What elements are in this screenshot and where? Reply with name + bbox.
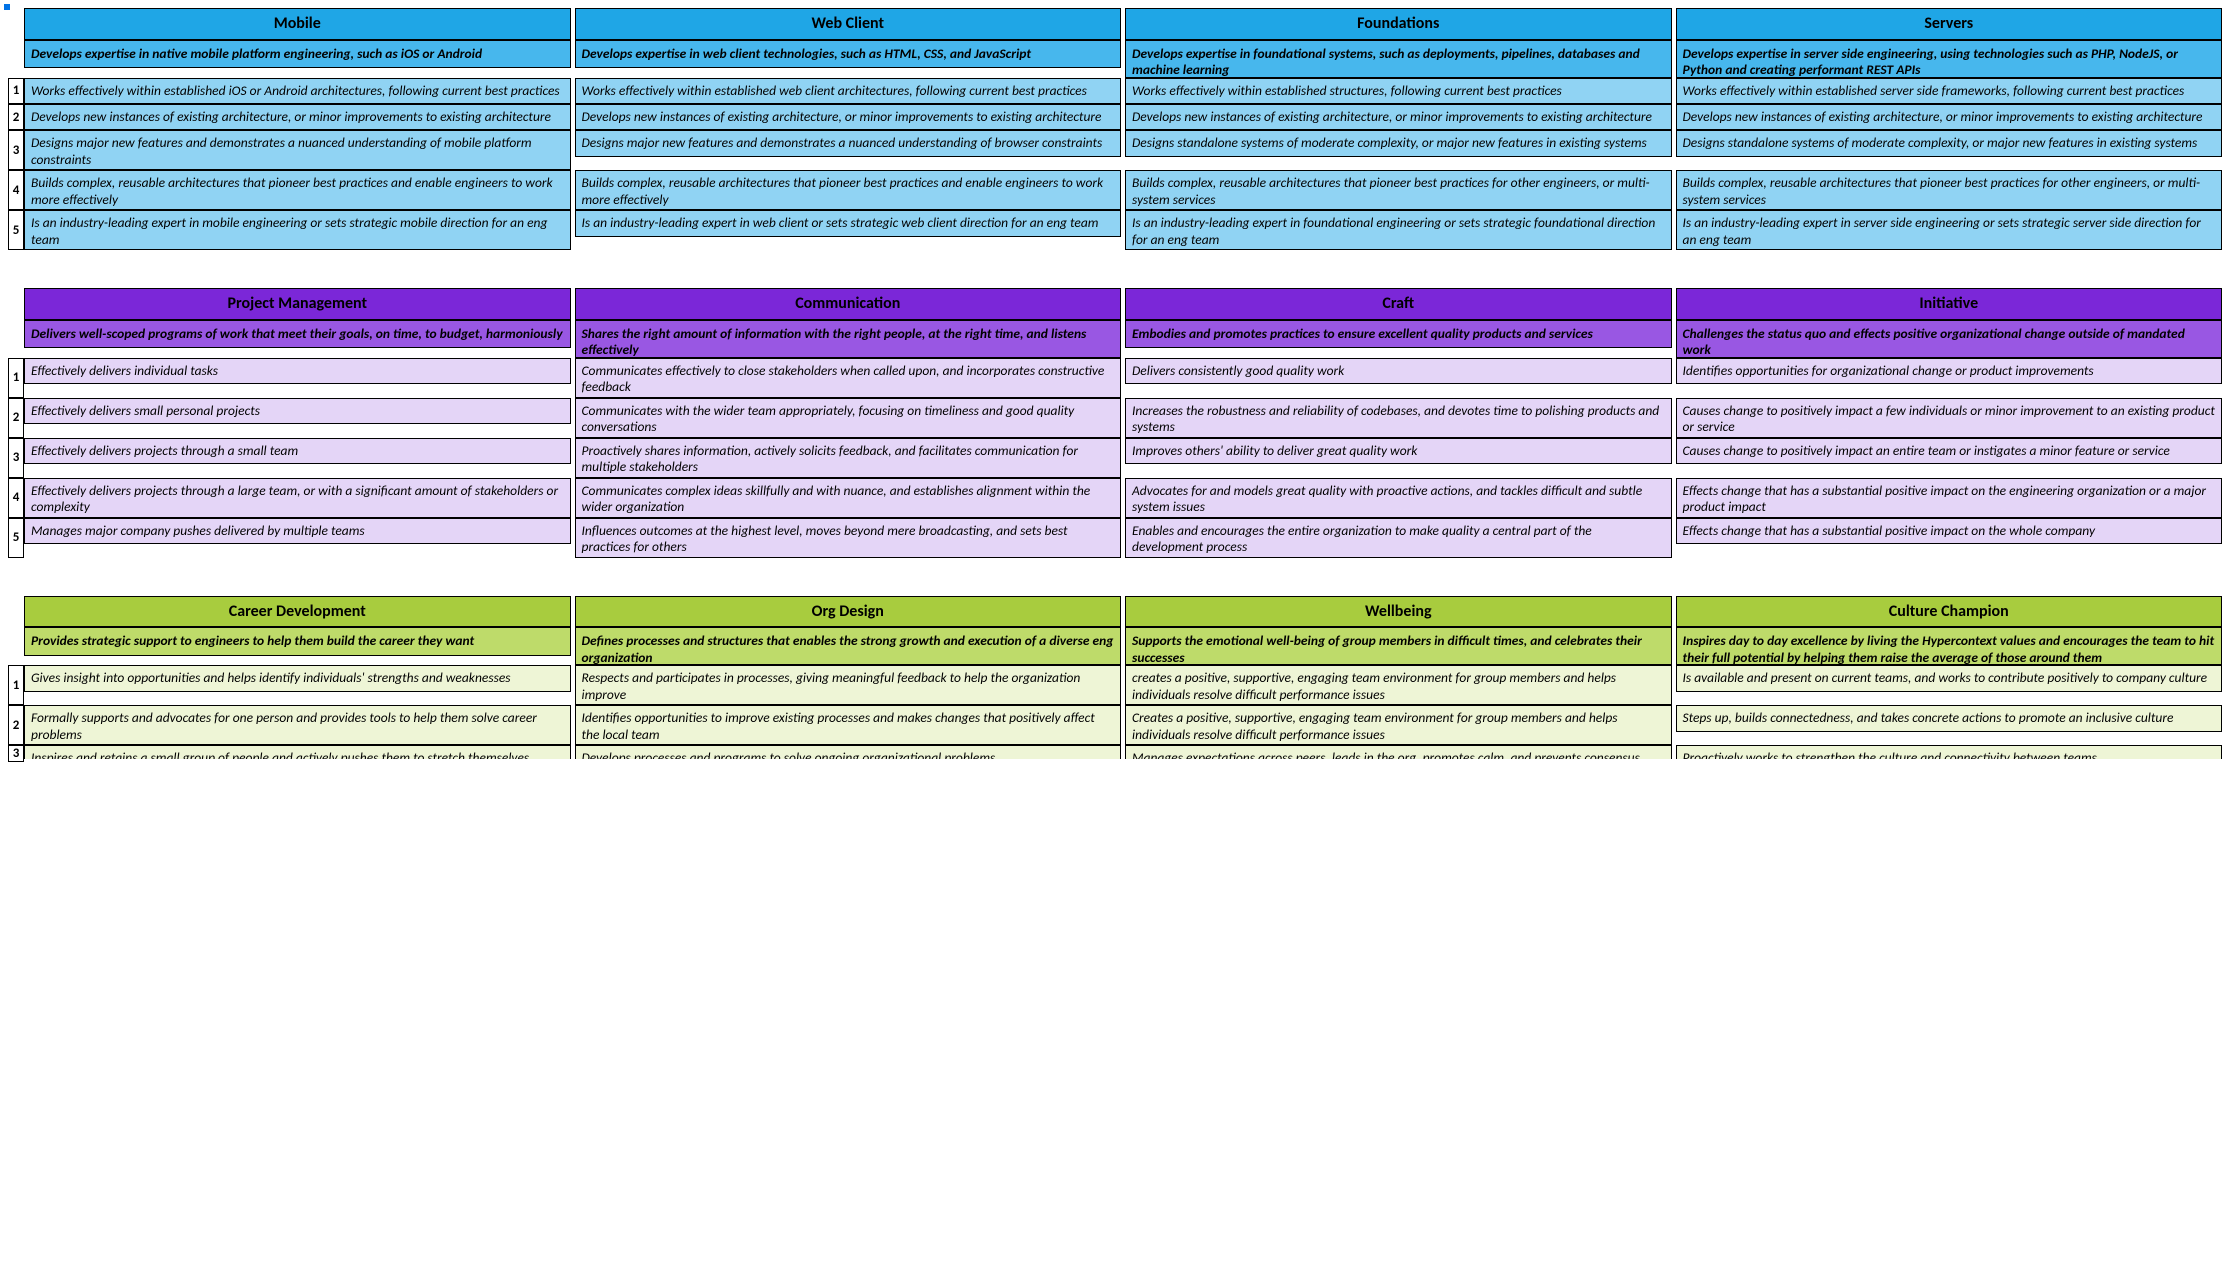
row-label-5: 5 — [8, 210, 24, 250]
track-header-tech-1: Web Client — [575, 8, 1122, 40]
track-desc-execution-0: Delivers well-scoped programs of work th… — [24, 320, 571, 348]
level-cell-execution-0-5: Manages major company pushes delivered b… — [24, 518, 571, 544]
level-cell-execution-1-4: Communicates complex ideas skillfully an… — [575, 478, 1122, 518]
level-cell-execution-0-1: Effectively delivers individual tasks — [24, 358, 571, 384]
track-desc-execution-1: Shares the right amount of information w… — [575, 320, 1122, 358]
track-desc-people-2: Supports the emotional well-being of gro… — [1125, 627, 1672, 665]
level-cell-people-3-1: Is available and present on current team… — [1676, 665, 2223, 691]
track-desc-people-3: Inspires day to day excellence by living… — [1676, 627, 2223, 665]
level-cell-tech-2-5: Is an industry-leading expert in foundat… — [1125, 210, 1672, 250]
track-header-tech-3: Servers — [1676, 8, 2223, 40]
track-header-tech-0: Mobile — [24, 8, 571, 40]
level-cell-tech-2-4: Builds complex, reusable architectures t… — [1125, 170, 1672, 210]
track-desc-tech-2: Develops expertise in foundational syste… — [1125, 40, 1672, 78]
level-cell-execution-0-2: Effectively delivers small personal proj… — [24, 398, 571, 424]
level-cell-execution-2-2: Increases the robustness and reliability… — [1125, 398, 1672, 438]
level-cell-execution-0-4: Effectively delivers projects through a … — [24, 478, 571, 518]
level-cell-tech-0-3: Designs major new features and demonstra… — [24, 130, 571, 170]
level-cell-tech-3-2: Develops new instances of existing archi… — [1676, 104, 2223, 130]
row-label-5: 5 — [8, 518, 24, 558]
level-cell-tech-0-4: Builds complex, reusable architectures t… — [24, 170, 571, 210]
level-cell-people-2-1: creates a positive, supportive, engaging… — [1125, 665, 1672, 705]
track-desc-tech-3: Develops expertise in server side engine… — [1676, 40, 2223, 78]
level-cell-tech-3-5: Is an industry-leading expert in server … — [1676, 210, 2223, 250]
track-header-people-3: Culture Champion — [1676, 596, 2223, 628]
level-cell-tech-3-4: Builds complex, reusable architectures t… — [1676, 170, 2223, 210]
row-label-3: 3 — [8, 130, 24, 170]
row-label-2: 2 — [8, 398, 24, 438]
level-cell-execution-3-3: Causes change to positively impact an en… — [1676, 438, 2223, 464]
row-label-1: 1 — [8, 78, 24, 104]
track-header-people-2: Wellbeing — [1125, 596, 1672, 628]
level-cell-execution-3-5: Effects change that has a substantial po… — [1676, 518, 2223, 544]
track-desc-people-0: Provides strategic support to engineers … — [24, 627, 571, 655]
row-label-4: 4 — [8, 170, 24, 210]
row-label-1: 1 — [8, 665, 24, 705]
track-header-tech-2: Foundations — [1125, 8, 1672, 40]
level-cell-execution-2-5: Enables and encourages the entire organi… — [1125, 518, 1672, 558]
level-cell-people-1-3: Develops processes and programs to solve… — [575, 745, 1122, 759]
track-desc-tech-1: Develops expertise in web client technol… — [575, 40, 1122, 68]
level-cell-tech-3-3: Designs standalone systems of moderate c… — [1676, 130, 2223, 156]
level-cell-execution-2-4: Advocates for and models great quality w… — [1125, 478, 1672, 518]
row-label-3: 3 — [8, 745, 24, 762]
track-desc-execution-3: Challenges the status quo and effects po… — [1676, 320, 2223, 358]
level-cell-execution-3-1: Identifies opportunities for organizatio… — [1676, 358, 2223, 384]
level-cell-people-1-1: Respects and participates in processes, … — [575, 665, 1122, 705]
cell-selection-indicator — [4, 4, 10, 10]
level-cell-execution-1-5: Influences outcomes at the highest level… — [575, 518, 1122, 558]
level-cell-tech-1-5: Is an industry-leading expert in web cli… — [575, 210, 1122, 236]
level-cell-tech-0-1: Works effectively within established iOS… — [24, 78, 571, 104]
level-cell-execution-2-3: Improves others' ability to deliver grea… — [1125, 438, 1672, 464]
level-cell-tech-3-1: Works effectively within established ser… — [1676, 78, 2223, 104]
track-header-execution-3: Initiative — [1676, 288, 2223, 320]
level-cell-tech-1-1: Works effectively within established web… — [575, 78, 1122, 104]
row-label-1: 1 — [8, 358, 24, 398]
track-header-execution-0: Project Management — [24, 288, 571, 320]
level-cell-execution-1-3: Proactively shares information, actively… — [575, 438, 1122, 478]
level-cell-execution-2-1: Delivers consistently good quality work — [1125, 358, 1672, 384]
row-label-4: 4 — [8, 478, 24, 518]
level-cell-execution-1-1: Communicates effectively to close stakeh… — [575, 358, 1122, 398]
level-cell-tech-0-5: Is an industry-leading expert in mobile … — [24, 210, 571, 250]
level-cell-execution-1-2: Communicates with the wider team appropr… — [575, 398, 1122, 438]
level-cell-tech-1-3: Designs major new features and demonstra… — [575, 130, 1122, 156]
level-cell-people-3-3: Proactively works to strengthen the cult… — [1676, 745, 2223, 759]
level-cell-tech-2-3: Designs standalone systems of moderate c… — [1125, 130, 1672, 156]
track-header-execution-1: Communication — [575, 288, 1122, 320]
level-cell-execution-3-2: Causes change to positively impact a few… — [1676, 398, 2223, 438]
track-desc-execution-2: Embodies and promotes practices to ensur… — [1125, 320, 1672, 348]
track-header-people-1: Org Design — [575, 596, 1122, 628]
level-cell-tech-1-2: Develops new instances of existing archi… — [575, 104, 1122, 130]
row-label-2: 2 — [8, 104, 24, 130]
level-cell-tech-0-2: Develops new instances of existing archi… — [24, 104, 571, 130]
level-cell-tech-2-2: Develops new instances of existing archi… — [1125, 104, 1672, 130]
level-cell-people-0-3: Inspires and retains a small group of pe… — [24, 745, 571, 759]
level-cell-people-2-2: Creates a positive, supportive, engaging… — [1125, 705, 1672, 745]
track-desc-people-1: Defines processes and structures that en… — [575, 627, 1122, 665]
level-cell-tech-1-4: Builds complex, reusable architectures t… — [575, 170, 1122, 210]
level-cell-execution-3-4: Effects change that has a substantial po… — [1676, 478, 2223, 518]
level-cell-people-3-2: Steps up, builds connectedness, and take… — [1676, 705, 2223, 731]
track-desc-tech-0: Develops expertise in native mobile plat… — [24, 40, 571, 68]
level-cell-people-2-3: Manages expectations across peers, leads… — [1125, 745, 1672, 759]
competency-matrix: MobileWeb ClientFoundationsServersDevelo… — [8, 8, 2222, 762]
level-cell-execution-0-3: Effectively delivers projects through a … — [24, 438, 571, 464]
level-cell-people-0-2: Formally supports and advocates for one … — [24, 705, 571, 745]
level-cell-tech-2-1: Works effectively within established str… — [1125, 78, 1672, 104]
level-cell-people-1-2: Identifies opportunities to improve exis… — [575, 705, 1122, 745]
level-cell-people-0-1: Gives insight into opportunities and hel… — [24, 665, 571, 691]
track-header-people-0: Career Development — [24, 596, 571, 628]
row-label-2: 2 — [8, 705, 24, 745]
row-label-3: 3 — [8, 438, 24, 478]
track-header-execution-2: Craft — [1125, 288, 1672, 320]
